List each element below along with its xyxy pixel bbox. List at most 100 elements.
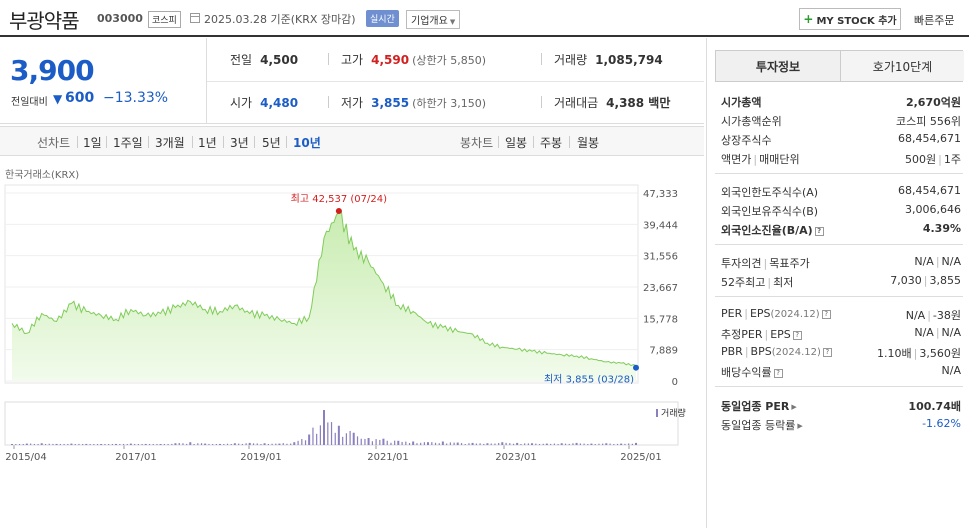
tab-5y[interactable]: 5년 [262,136,281,150]
opinion-value: N/A [914,255,934,268]
volume-bar [550,443,552,445]
line-chart-label: 선차트 [37,136,71,150]
base-date: 2025.03.28 기준(KRX 장마감) [204,13,356,26]
volume-legend-swatch [656,409,658,417]
volume-bar [44,444,47,445]
volume-bar [40,443,43,445]
volume-bar [356,436,359,445]
volume-bar [148,444,151,445]
w52-high-label: 52주최고 [721,276,766,289]
help-icon[interactable]: ? [792,330,802,340]
volume-bar [628,443,630,445]
tab-monthly[interactable]: 월봉 [577,136,600,150]
x-tick-label: 2023/01 [495,452,537,463]
volume-bar [48,443,50,445]
tab-invest-info[interactable]: 투자정보 [716,51,840,81]
volume-bar [70,443,73,445]
unit-value: 1주 [943,153,961,166]
add-mystock-button[interactable]: + MY STOCK 추가 [799,8,901,30]
info-tabs: 투자정보 호가10단계 [715,50,964,82]
help-icon[interactable]: ? [773,368,783,378]
volume-bar [446,443,448,445]
volume-bar [379,439,381,445]
volume-bar [579,443,581,445]
market-cap-label: 시가총액 [721,96,762,109]
volume-value: 1,085,794 [595,53,663,67]
volume-bar [312,427,314,445]
high-value: 4,590 [371,53,410,67]
volume-legend: 거래량 [661,407,686,419]
divider [328,53,329,65]
tab-1y[interactable]: 1년 [198,136,217,150]
open-label: 시가 [230,96,253,110]
help-icon[interactable]: ? [821,309,831,319]
volume-bar [516,442,519,445]
volume-bar [85,443,88,445]
eps-label: EPS [749,307,771,320]
mystock-label: MY STOCK 추가 [816,15,897,27]
volume-bar [590,443,593,445]
volume-bar [564,443,567,445]
change-value: 600 [65,90,95,106]
volume-bar [171,443,173,445]
volume-bar [453,442,455,445]
volume-bar [55,443,58,445]
volume-bar [334,432,336,445]
chart-period-tabs: 선차트 1일 1주일 3개월 1년 3년 5년 10년 봉차트 일봉 주봉 월봉 [0,126,704,156]
divider [286,136,287,148]
volume-bar [241,443,243,445]
volume-bar [238,443,240,445]
bps-label: BPS [750,345,772,358]
down-triangle-icon: ▼ [53,92,63,106]
volume-bar [557,443,559,445]
volume-bar [408,443,411,445]
investment-info-panel: 투자정보 호가10단계 시가총액 2,670억원 시가총액순위 코스피 556위 상… [706,38,969,528]
tab-3y[interactable]: 3년 [230,136,249,150]
help-icon[interactable]: ? [814,226,824,236]
est-eps-value: N/A [941,326,961,339]
y-tick-label: 15,778 [643,314,678,325]
caret-right-icon: ▶ [791,403,797,411]
tab-daily[interactable]: 일봉 [505,136,528,150]
volume-bar [456,442,459,445]
volume: 거래량 1,085,794 [554,51,663,68]
tab-3m[interactable]: 3개월 [155,136,185,150]
volume-bar [89,444,91,445]
y-tick-label: 39,444 [643,220,678,231]
help-icon[interactable]: ? [822,347,832,357]
realtime-button[interactable]: 실시간 [366,10,399,27]
volume-bar [119,444,121,445]
volume-bar [382,438,385,445]
volume-bar [509,443,511,445]
sector-per-label[interactable]: 동일업종 PER [721,400,790,413]
tab-orderbook[interactable]: 호가10단계 [840,51,964,81]
price-chart[interactable]: 47,333 39,444 31,556 23,667 15,778 7,889 0 201… [0,180,704,465]
volume-bar [405,441,407,445]
volume-bar [498,442,500,445]
volume-bar [337,425,340,445]
volume-bar [37,444,39,445]
volume-bar [82,444,84,445]
volume-bar [252,443,255,445]
y-tick-label: 23,667 [643,283,678,294]
volume-bar [531,443,533,445]
volume-bar [390,442,392,445]
data-source: 한국거래소(KRX) [5,170,80,181]
sector-change-label[interactable]: 동일업종 등락률 [721,419,796,432]
tab-weekly[interactable]: 주봉 [540,136,563,150]
w52-high-value: 7,030 [890,274,922,287]
volume-bar [159,444,162,445]
tab-1w[interactable]: 1주일 [113,136,143,150]
tab-10y[interactable]: 10년 [293,136,321,150]
volume-bar [74,444,76,445]
volume-bar [464,443,466,445]
volume-bar [423,442,425,445]
quick-order-link[interactable]: 빠른주문 [914,14,955,27]
company-overview-dropdown[interactable]: 기업개요 ▼ [406,10,461,29]
volume-bar [30,443,32,445]
divider [715,244,963,245]
tab-1d[interactable]: 1일 [83,136,102,150]
volume-bar [375,439,377,445]
volume-bar [490,443,492,445]
volume-bar [63,444,65,445]
